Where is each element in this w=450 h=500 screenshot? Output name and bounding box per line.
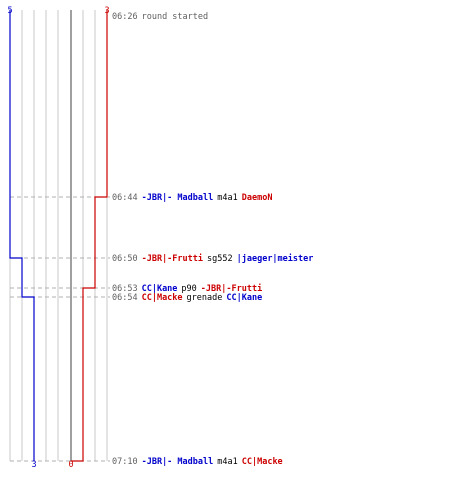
blue-team-alive-line	[9, 10, 35, 461]
blue-end-count: 3	[31, 460, 36, 470]
event-time: 07:10	[112, 457, 138, 467]
weapon-name: m4a1	[217, 457, 237, 467]
event-time: 06:54	[112, 293, 138, 303]
round-start-entry: 06:26 round started	[112, 12, 208, 22]
victim-name: -JBR|-Frutti	[201, 283, 262, 294]
killer-name: -JBR|-Frutti	[142, 253, 203, 264]
weapon-name: p90	[181, 284, 196, 294]
victim-name: |jaeger|meister	[237, 253, 314, 264]
victim-name: DaemoN	[242, 193, 273, 203]
red-start-count: 3	[104, 6, 109, 16]
event-text: round started	[142, 12, 209, 22]
killer-name: CC|Macke	[142, 293, 183, 303]
victim-name: CC|Macke	[242, 457, 283, 467]
kill-event-row: 06:54 CC|Macke grenade CC|Kane	[112, 293, 262, 303]
event-time: 06:44	[112, 193, 138, 203]
timeline-grid	[9, 10, 108, 461]
victim-name: CC|Kane	[226, 293, 262, 303]
kill-event-row: 06:53 CC|Kane p90 -JBR|-Frutti	[112, 283, 262, 294]
red-team-alive-line	[71, 10, 108, 462]
kill-event-row: 06:50 -JBR|-Frutti sg552 |jaeger|meister	[112, 253, 313, 264]
kill-event-row: 06:44 -JBR|- Madball m4a1 DaemoN	[112, 193, 272, 203]
killer-name: -JBR|- Madball	[142, 457, 214, 467]
event-time: 06:53	[112, 284, 138, 294]
killer-name: -JBR|- Madball	[142, 193, 214, 203]
event-time: 06:26	[112, 12, 138, 22]
weapon-name: grenade	[187, 293, 223, 303]
red-end-count: 0	[68, 460, 73, 470]
kill-event-row: 07:10 -JBR|- Madball m4a1 CC|Macke	[112, 457, 283, 467]
weapon-name: m4a1	[217, 193, 237, 203]
blue-start-count: 5	[7, 6, 12, 16]
event-time: 06:50	[112, 254, 138, 264]
weapon-name: sg552	[207, 254, 233, 264]
killer-name: CC|Kane	[142, 284, 178, 294]
